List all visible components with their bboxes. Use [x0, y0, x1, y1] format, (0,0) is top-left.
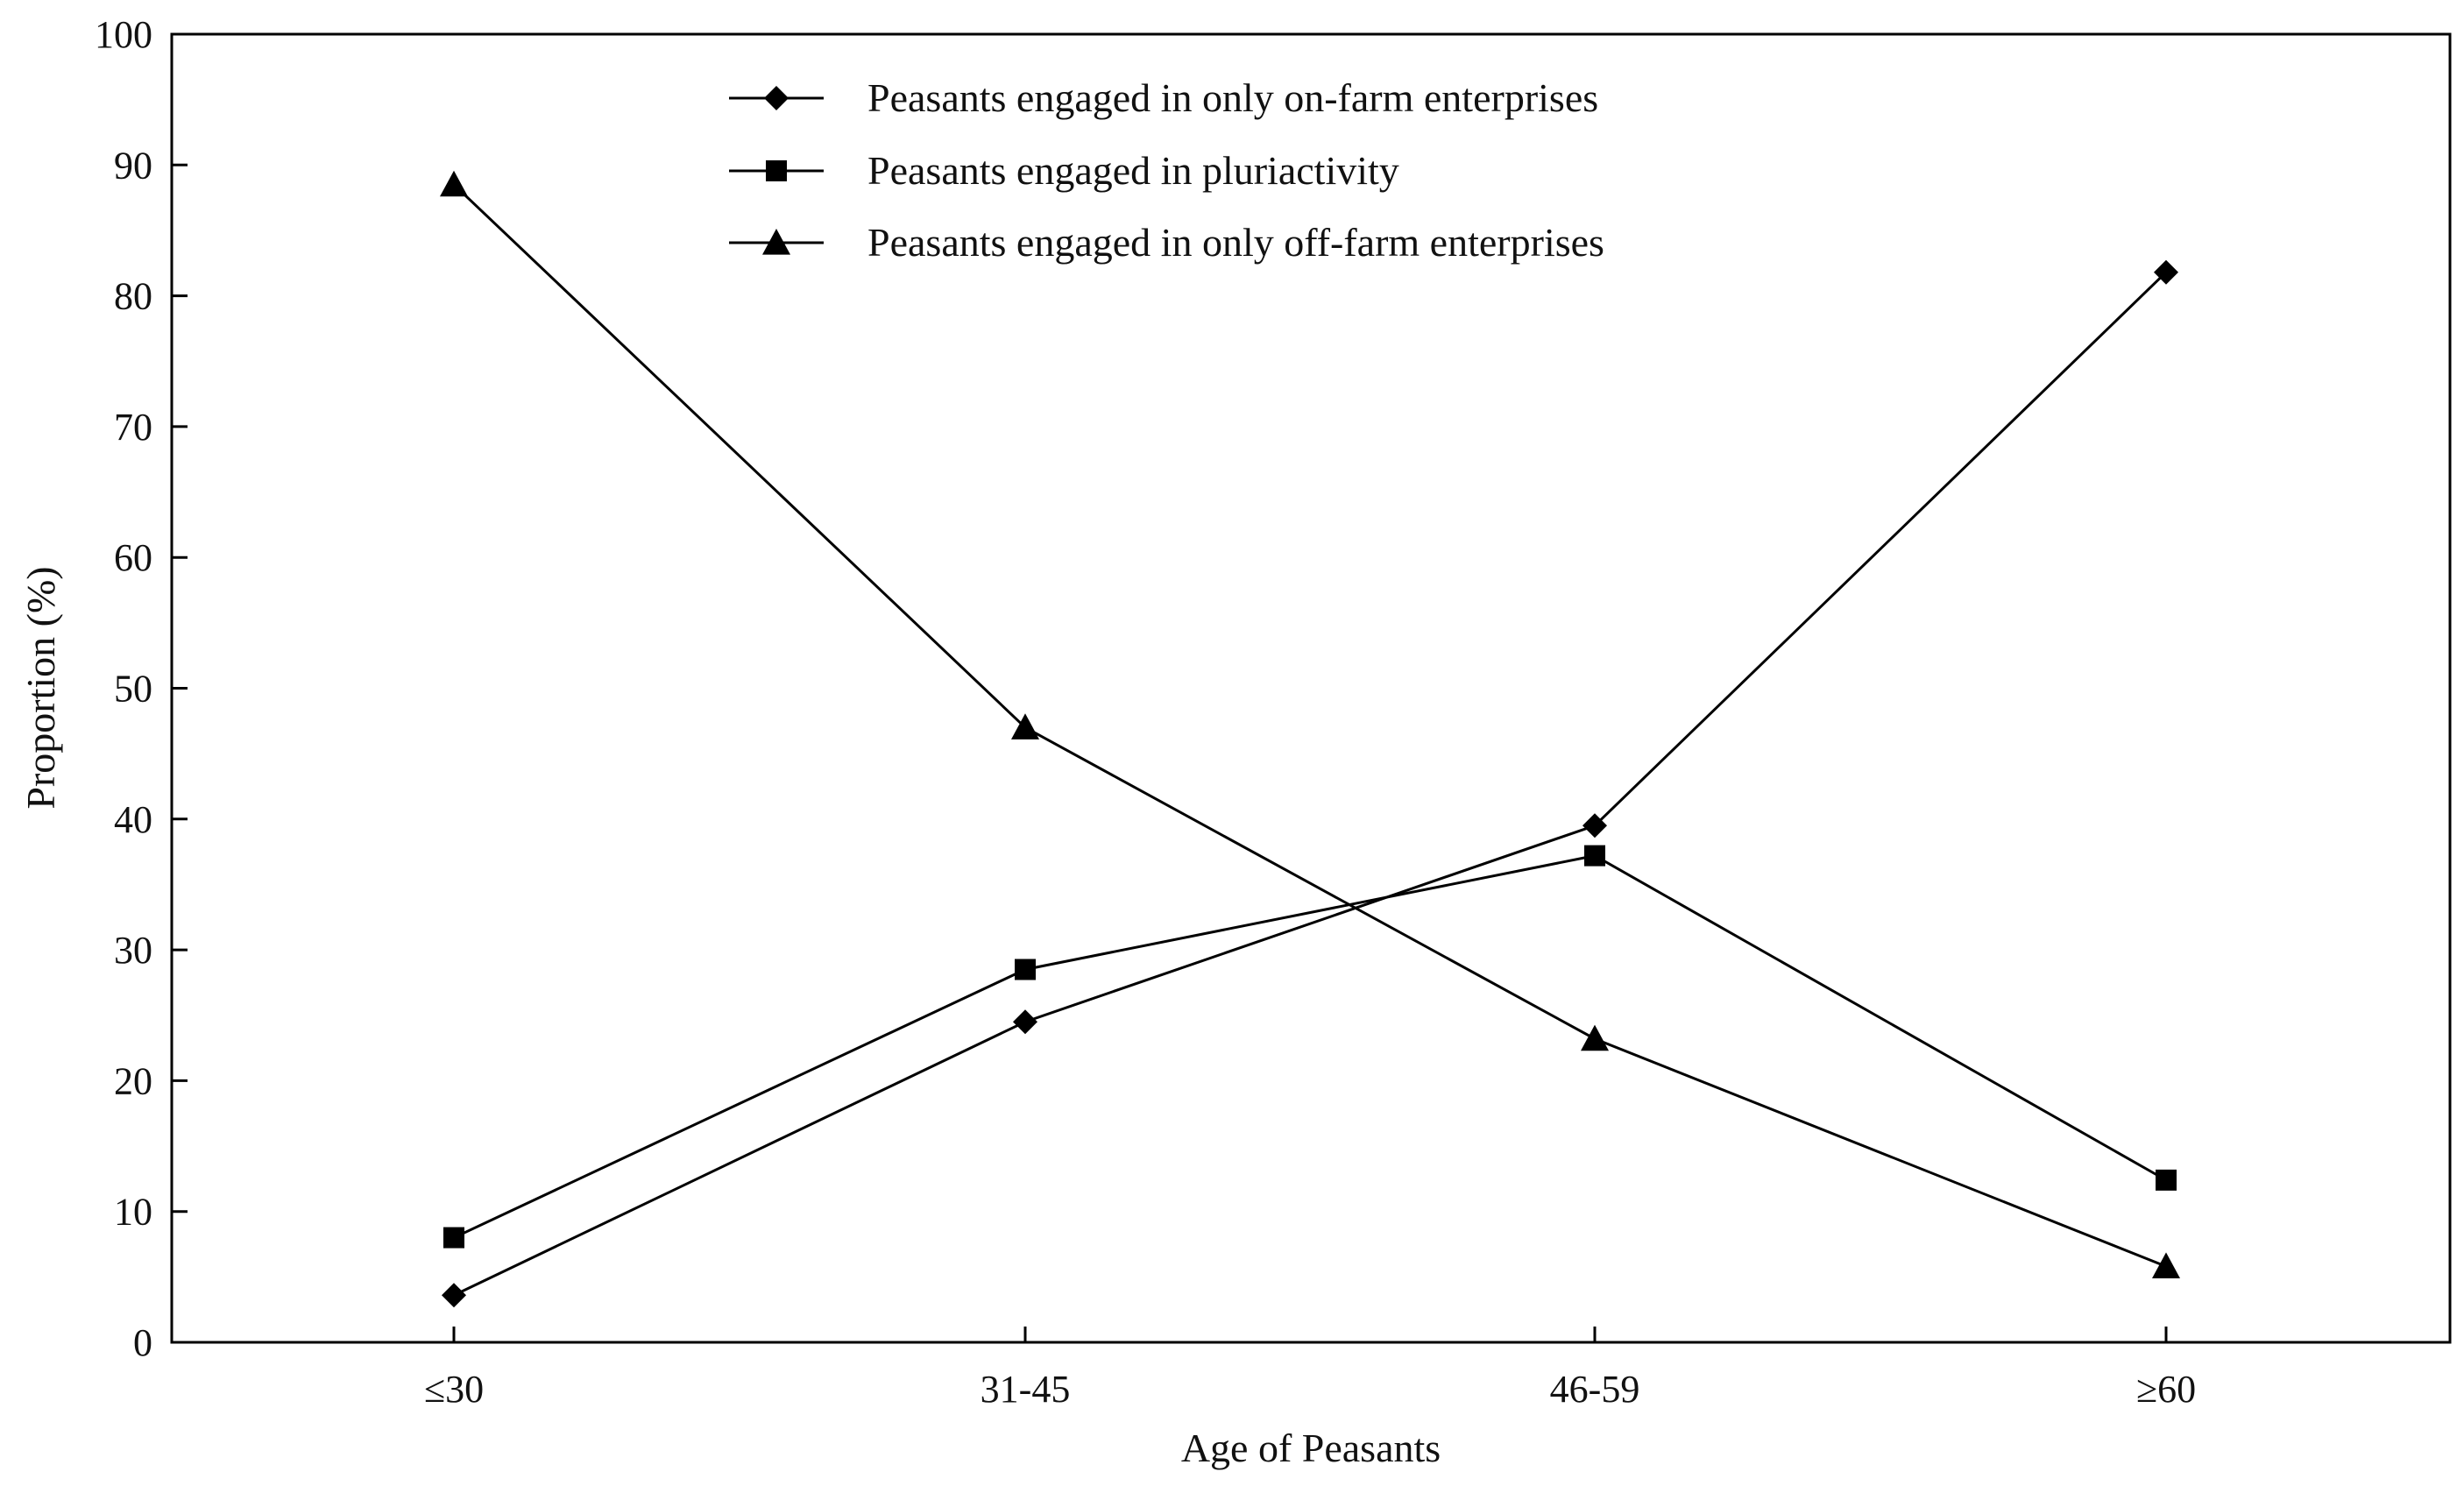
y-tick-label: 10: [114, 1191, 152, 1234]
legend-item: Peasants engaged in pluriactivity: [729, 148, 1399, 193]
diamond-marker: [1013, 1009, 1037, 1035]
legend-item: Peasants engaged in only on-farm enterpr…: [729, 75, 1598, 120]
legend-triangle-marker: [762, 229, 790, 255]
diamond-marker: [1582, 813, 1607, 839]
x-tick-label: 46-59: [1550, 1368, 1640, 1411]
square-marker: [443, 1227, 464, 1249]
y-tick-label: 80: [114, 275, 152, 318]
triangle-marker: [1581, 1024, 1609, 1051]
y-tick-label: 50: [114, 668, 152, 711]
y-tick-label: 0: [133, 1321, 152, 1364]
y-tick-label: 90: [114, 144, 152, 187]
y-tick-label: 20: [114, 1059, 152, 1102]
x-axis-title: Age of Peasants: [1181, 1426, 1441, 1470]
square-marker: [2156, 1169, 2177, 1191]
legend-label: Peasants engaged in pluriactivity: [867, 148, 1399, 193]
legend-diamond-marker: [764, 86, 789, 110]
diamond-marker: [2154, 259, 2178, 285]
x-tick-label: 31-45: [981, 1368, 1071, 1411]
y-axis-title: Proportion (%): [18, 566, 63, 809]
legend: Peasants engaged in only on-farm enterpr…: [729, 75, 1604, 265]
y-tick-label: 70: [114, 406, 152, 449]
x-tick-label: ≤30: [424, 1368, 484, 1411]
triangle-marker: [440, 170, 468, 197]
triangle-marker: [2152, 1252, 2180, 1279]
x-tick-label: ≥60: [2136, 1368, 2196, 1411]
diamond-marker: [442, 1283, 466, 1308]
series-triangle: [440, 170, 2180, 1279]
x-axis: ≤30 31-45 46-59 ≥60: [424, 1327, 2196, 1411]
series-square: [443, 845, 2177, 1249]
legend-item: Peasants engaged in only off-farm enterp…: [729, 220, 1604, 265]
legend-label: Peasants engaged in only on-farm enterpr…: [867, 75, 1598, 120]
y-tick-label: 30: [114, 929, 152, 972]
series-diamond: [442, 259, 2178, 1308]
triangle-marker: [1011, 713, 1039, 739]
series-line: [453, 854, 2167, 1239]
y-tick-label: 40: [114, 798, 152, 841]
y-axis: 0 10 20 30 40 50 60 70 80 90 100: [95, 13, 188, 1364]
series-line: [452, 183, 2167, 1268]
series-layer: [440, 170, 2180, 1308]
series-line: [453, 271, 2168, 1297]
legend-square-marker: [766, 160, 787, 181]
square-marker: [1584, 845, 1605, 867]
y-tick-label: 100: [95, 13, 152, 56]
square-marker: [1015, 959, 1036, 980]
y-tick-label: 60: [114, 536, 152, 579]
legend-label: Peasants engaged in only off-farm enterp…: [867, 220, 1604, 265]
